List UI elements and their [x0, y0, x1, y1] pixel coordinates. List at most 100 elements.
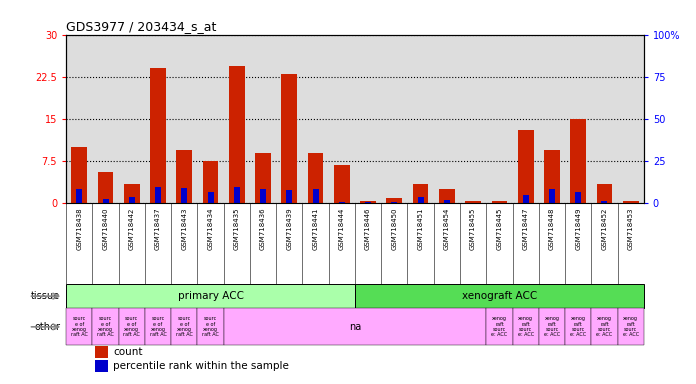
Bar [339, 202, 345, 204]
Text: GSM718441: GSM718441 [313, 207, 319, 250]
Bar [470, 203, 476, 204]
Bar [361, 200, 376, 204]
Text: xenog
raft
sourc
e: ACC: xenog raft sourc e: ACC [544, 316, 560, 338]
Text: GSM718447: GSM718447 [523, 207, 529, 250]
Bar [518, 130, 534, 204]
Bar [355, 284, 644, 308]
Bar [444, 200, 450, 204]
Text: primary ACC: primary ACC [177, 291, 244, 301]
Bar [66, 308, 93, 345]
Bar [391, 202, 397, 204]
Text: xenog
raft
sourc
e: ACC: xenog raft sourc e: ACC [596, 316, 612, 338]
Bar [575, 192, 581, 204]
Bar [176, 150, 192, 204]
Bar [77, 189, 82, 204]
Bar [171, 308, 198, 345]
Text: GSM718445: GSM718445 [496, 207, 503, 250]
Text: GSM718435: GSM718435 [234, 207, 240, 250]
Text: GSM718440: GSM718440 [102, 207, 109, 250]
Bar [223, 308, 487, 345]
Text: xenog
raft
sourc
e: ACC: xenog raft sourc e: ACC [518, 316, 534, 338]
Bar [207, 192, 214, 204]
Bar [491, 200, 507, 204]
Bar [229, 66, 245, 204]
Text: GSM718451: GSM718451 [418, 207, 424, 250]
Text: sourc
e of
xenog
raft AC: sourc e of xenog raft AC [97, 316, 114, 338]
Text: GSM718448: GSM718448 [549, 207, 555, 250]
Bar [512, 308, 539, 345]
Bar [365, 202, 371, 204]
Text: tissue: tissue [31, 291, 61, 301]
Text: GSM718437: GSM718437 [155, 207, 161, 250]
Text: xenog
raft
sourc
e: ACC: xenog raft sourc e: ACC [623, 316, 639, 338]
Text: GSM718452: GSM718452 [601, 207, 608, 250]
Bar [118, 308, 145, 345]
Bar [181, 188, 187, 204]
Bar [95, 360, 108, 372]
Bar [487, 308, 512, 345]
Bar [549, 189, 555, 204]
Bar [150, 68, 166, 204]
Bar [313, 189, 319, 204]
Text: xenog
raft
sourc
e: ACC: xenog raft sourc e: ACC [491, 316, 507, 338]
Bar [129, 197, 135, 204]
Bar [234, 187, 240, 204]
Bar [145, 308, 171, 345]
Bar [496, 203, 503, 204]
Bar [544, 150, 560, 204]
Bar [281, 74, 297, 204]
Bar [523, 195, 529, 204]
Bar [334, 165, 349, 204]
Bar [124, 184, 140, 204]
Bar [592, 308, 617, 345]
Bar [465, 201, 481, 204]
Text: GDS3977 / 203434_s_at: GDS3977 / 203434_s_at [66, 20, 216, 33]
Text: GSM718449: GSM718449 [575, 207, 581, 250]
Text: GSM718453: GSM718453 [628, 207, 633, 250]
Bar [97, 172, 113, 204]
Text: xenog
raft
sourc
e: ACC: xenog raft sourc e: ACC [570, 316, 586, 338]
Text: GSM718455: GSM718455 [470, 207, 476, 250]
Text: na: na [349, 322, 361, 332]
Bar [623, 200, 638, 204]
Text: GSM718436: GSM718436 [260, 207, 266, 250]
Bar [386, 198, 402, 204]
Text: GSM718438: GSM718438 [77, 207, 82, 250]
Bar [628, 203, 633, 204]
Bar [565, 308, 592, 345]
Text: count: count [113, 347, 143, 357]
Text: GSM718443: GSM718443 [181, 207, 187, 250]
Text: GSM718446: GSM718446 [365, 207, 371, 250]
Text: GSM718444: GSM718444 [339, 207, 345, 250]
Text: GSM718439: GSM718439 [286, 207, 292, 250]
Text: sourc
e of
xenog
raft AC: sourc e of xenog raft AC [150, 316, 166, 338]
Bar [539, 308, 565, 345]
Bar [93, 308, 118, 345]
Bar [617, 308, 644, 345]
Bar [198, 308, 223, 345]
Bar [286, 190, 292, 204]
Bar [155, 187, 161, 204]
Text: sourc
e of
xenog
raft AC: sourc e of xenog raft AC [202, 316, 219, 338]
Text: percentile rank within the sample: percentile rank within the sample [113, 361, 290, 371]
Text: GSM718454: GSM718454 [444, 207, 450, 250]
Bar [102, 199, 109, 204]
Text: other: other [34, 322, 61, 332]
Text: xenograft ACC: xenograft ACC [461, 291, 537, 301]
Bar [308, 153, 324, 204]
Text: GSM718442: GSM718442 [129, 207, 135, 250]
Bar [413, 184, 429, 204]
Bar [601, 201, 608, 204]
Text: sourc
e of
xenog
raft AC: sourc e of xenog raft AC [176, 316, 193, 338]
Text: sourc
e of
xenog
raft AC: sourc e of xenog raft AC [123, 316, 140, 338]
Bar [260, 189, 266, 204]
Text: GSM718450: GSM718450 [391, 207, 397, 250]
Bar [596, 184, 612, 204]
Bar [203, 161, 219, 204]
Bar [418, 197, 424, 204]
Bar [255, 153, 271, 204]
Text: GSM718434: GSM718434 [207, 207, 214, 250]
Bar [439, 189, 454, 204]
Bar [66, 284, 355, 308]
Bar [72, 147, 87, 204]
